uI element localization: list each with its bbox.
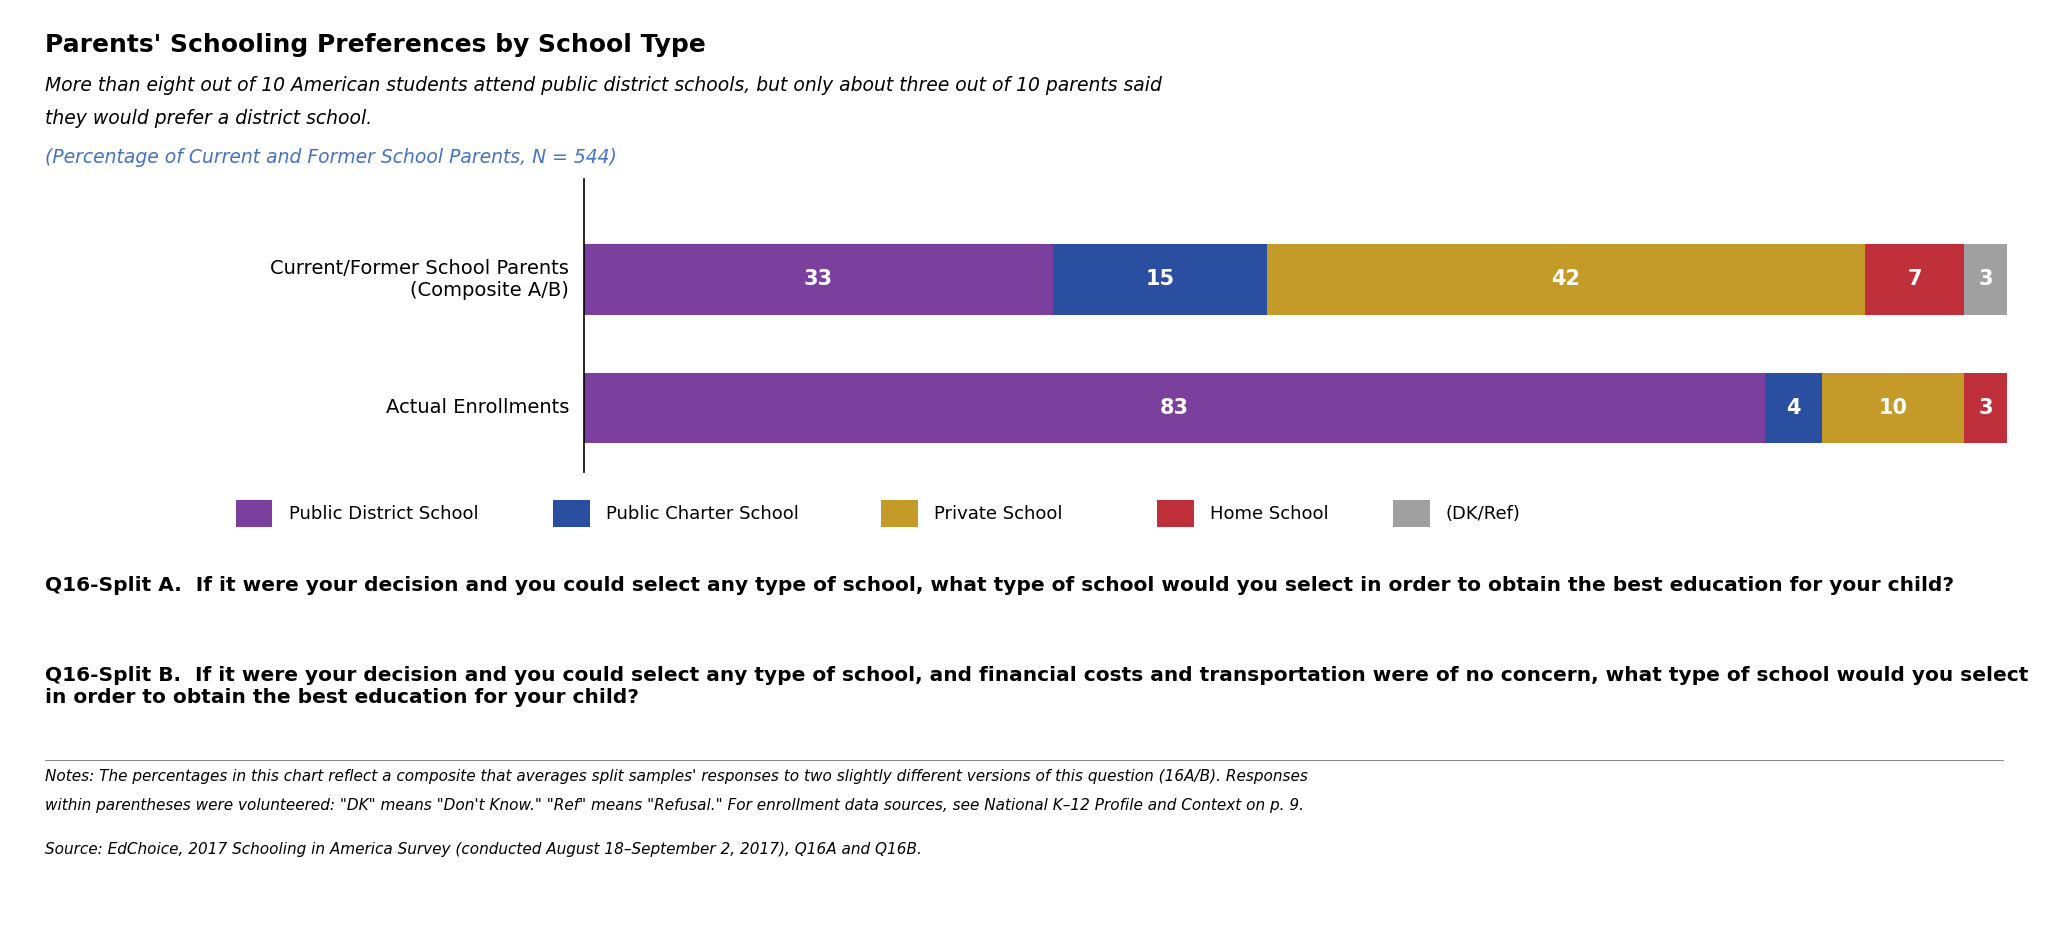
Text: Private School: Private School bbox=[934, 504, 1063, 523]
Text: Parents' Schooling Preferences by School Type: Parents' Schooling Preferences by School… bbox=[45, 33, 707, 57]
Bar bbox=[584, 244, 1053, 314]
Text: Q16-Split B.  If it were your decision and you could select any type of school, : Q16-Split B. If it were your decision an… bbox=[45, 666, 2028, 706]
Text: Public Charter School: Public Charter School bbox=[606, 504, 799, 523]
Bar bbox=[584, 373, 1765, 443]
Text: 3: 3 bbox=[1978, 397, 1993, 418]
Text: Home School: Home School bbox=[1210, 504, 1329, 523]
Bar bbox=[1268, 244, 1866, 314]
Bar bbox=[1964, 373, 2007, 443]
Bar bbox=[1964, 244, 2007, 314]
Text: Notes: The percentages in this chart reflect a composite that averages split sam: Notes: The percentages in this chart ref… bbox=[45, 769, 1309, 784]
Text: 4: 4 bbox=[1786, 397, 1800, 418]
Text: 83: 83 bbox=[1159, 397, 1190, 418]
Text: Q16-Split A.  If it were your decision and you could select any type of school, : Q16-Split A. If it were your decision an… bbox=[45, 576, 1954, 595]
Text: Source: EdChoice, 2017 Schooling in America Survey (conducted August 18–Septembe: Source: EdChoice, 2017 Schooling in Amer… bbox=[45, 842, 922, 857]
Text: (Percentage of Current and Former School Parents, N = 544): (Percentage of Current and Former School… bbox=[45, 148, 616, 167]
Bar bbox=[1765, 373, 1823, 443]
Text: Public District School: Public District School bbox=[289, 504, 479, 523]
Bar bbox=[1053, 244, 1268, 314]
Text: 3: 3 bbox=[1978, 269, 1993, 290]
Text: 33: 33 bbox=[805, 269, 834, 290]
Bar bbox=[1823, 373, 1964, 443]
Text: they would prefer a district school.: they would prefer a district school. bbox=[45, 109, 373, 127]
Text: Current/Former School Parents
(Composite A/B): Current/Former School Parents (Composite… bbox=[270, 259, 569, 300]
Text: Actual Enrollments: Actual Enrollments bbox=[385, 398, 569, 417]
Text: 7: 7 bbox=[1907, 269, 1921, 290]
Text: 15: 15 bbox=[1145, 269, 1176, 290]
Bar bbox=[1866, 244, 1964, 314]
Text: 10: 10 bbox=[1878, 397, 1907, 418]
Text: within parentheses were volunteered: "DK" means "Don't Know." "Ref" means "Refus: within parentheses were volunteered: "DK… bbox=[45, 798, 1305, 813]
Text: (DK/Ref): (DK/Ref) bbox=[1446, 504, 1522, 523]
Text: More than eight out of 10 American students attend public district schools, but : More than eight out of 10 American stude… bbox=[45, 76, 1161, 94]
Text: 42: 42 bbox=[1550, 269, 1581, 290]
